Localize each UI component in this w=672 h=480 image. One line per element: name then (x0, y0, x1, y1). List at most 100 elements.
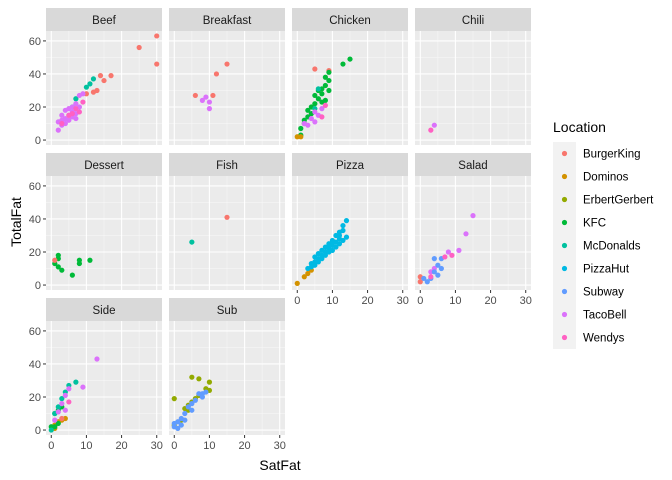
legend-label: KFC (583, 218, 606, 230)
y-tick-label: 60 (29, 181, 41, 193)
facet-strip-label: Pizza (336, 160, 365, 172)
data-point-subway (182, 417, 188, 423)
data-point-burgerking (154, 33, 160, 39)
data-point-wendys (428, 127, 434, 133)
x-tick-label: 10 (449, 295, 461, 307)
data-point-tacobell (73, 101, 79, 107)
legend-key-point (561, 288, 568, 295)
data-point-pizzahut (333, 244, 339, 250)
data-point-tacobell (62, 392, 68, 398)
data-point-kfc (305, 107, 311, 113)
data-point-kfc (76, 257, 82, 263)
data-point-tacobell (59, 112, 65, 118)
data-point-burgerking (101, 77, 107, 84)
facet-strip (415, 153, 531, 176)
data-point-tacobell (319, 106, 325, 112)
data-point-burgerking (224, 61, 230, 67)
data-point-kfc (319, 91, 325, 97)
data-point-subway (189, 407, 195, 413)
facet-strip-label: Chicken (329, 15, 371, 27)
facet-strip (46, 153, 162, 176)
data-point-kfc (326, 69, 332, 75)
data-point-erbertgerbert (171, 396, 177, 402)
data-point-tacobell (73, 115, 79, 122)
legend-key-point (561, 150, 568, 157)
facet-panel-beef: Beef 0 20 40 60 (29, 8, 162, 147)
y-tick-label: 60 (29, 36, 41, 48)
legend-title: Location (553, 119, 606, 135)
x-tick-label: 30 (274, 440, 286, 452)
legend-entry-dominos: Dominos (553, 165, 629, 188)
data-point-kfc (312, 101, 318, 107)
facet-strip-label: Chili (462, 15, 484, 27)
facet-panel-side: Side 0 20 40 60 0 10 20 30 (29, 298, 163, 452)
data-point-kfc (298, 125, 304, 132)
data-point-pizzahut (326, 242, 332, 248)
data-point-tacobell (301, 120, 307, 127)
data-point-burgerking (59, 415, 65, 422)
data-point-pizzahut (326, 249, 332, 255)
legend-entry-wendys: Wendys (553, 326, 625, 349)
legend-key-point (561, 242, 568, 249)
x-tick-label: 20 (361, 295, 373, 307)
data-point-pizzahut (340, 227, 346, 234)
data-point-tacobell (76, 92, 82, 99)
x-tick-label: 30 (151, 440, 163, 452)
data-point-mcdonalds (48, 427, 54, 433)
legend-entry-subway: Subway (553, 280, 624, 303)
data-point-subway (424, 279, 430, 285)
y-tick-label: 0 (35, 425, 41, 437)
data-point-wendys (76, 109, 82, 115)
data-point-wendys (319, 114, 325, 120)
legend-entry-burgerking: BurgerKing (553, 142, 641, 165)
legend-label: BurgerKing (583, 149, 641, 161)
data-point-mcdonalds (73, 379, 79, 385)
x-tick-label: 0 (48, 440, 54, 452)
data-point-tacobell (206, 106, 213, 112)
data-point-mcdonalds (315, 86, 321, 92)
facet-panel-chili: Chili (415, 8, 531, 145)
data-point-subway (421, 275, 427, 282)
data-point-subway (178, 422, 184, 428)
legend-key-point (561, 334, 568, 341)
data-point-kfc (55, 420, 61, 427)
data-point-pizzahut (343, 234, 350, 240)
data-point-kfc (347, 56, 353, 62)
y-tick-label: 0 (35, 280, 41, 292)
data-point-subway (182, 410, 188, 417)
facet-strip (292, 8, 408, 31)
legend-key-point (561, 173, 568, 180)
data-point-erbertgerbert (189, 374, 195, 380)
data-point-kfc (326, 77, 332, 84)
data-point-subway (196, 391, 202, 397)
data-point-burgerking (154, 61, 160, 67)
data-point-tacobell (59, 401, 65, 407)
data-point-tacobell (94, 356, 100, 362)
data-point-pizzahut (312, 262, 318, 268)
facet-panel-salad: Salad 0 10 20 30 (415, 153, 532, 307)
data-point-kfc (322, 74, 328, 80)
data-point-subway (185, 404, 191, 410)
data-point-subway (435, 272, 441, 278)
data-point-pizzahut (343, 218, 350, 224)
legend-key-point (561, 196, 568, 203)
facet-panel-pizza: Pizza 0 10 20 30 (292, 153, 409, 307)
legend-entry-erbertgerbert: ErbertGerbert (553, 188, 654, 211)
facet-strip-label: Dessert (84, 160, 124, 172)
data-point-wendys (449, 252, 455, 258)
data-point-burgerking (136, 44, 142, 51)
facet-strip (46, 298, 162, 321)
data-point-tacobell (470, 213, 476, 219)
legend-label: PizzaHut (583, 264, 630, 276)
data-point-pizzahut (329, 239, 336, 245)
data-point-wendys (428, 274, 434, 280)
y-axis-title: TotalFat (8, 197, 24, 247)
x-tick-label: 10 (80, 440, 92, 452)
data-point-subway (435, 262, 441, 268)
y-tick-label: 20 (29, 392, 41, 404)
x-tick-label: 10 (326, 295, 338, 307)
data-point-tacobell (66, 117, 72, 123)
data-point-kfc (322, 97, 328, 103)
data-point-kfc (55, 252, 61, 258)
data-point-tacobell (431, 122, 437, 128)
